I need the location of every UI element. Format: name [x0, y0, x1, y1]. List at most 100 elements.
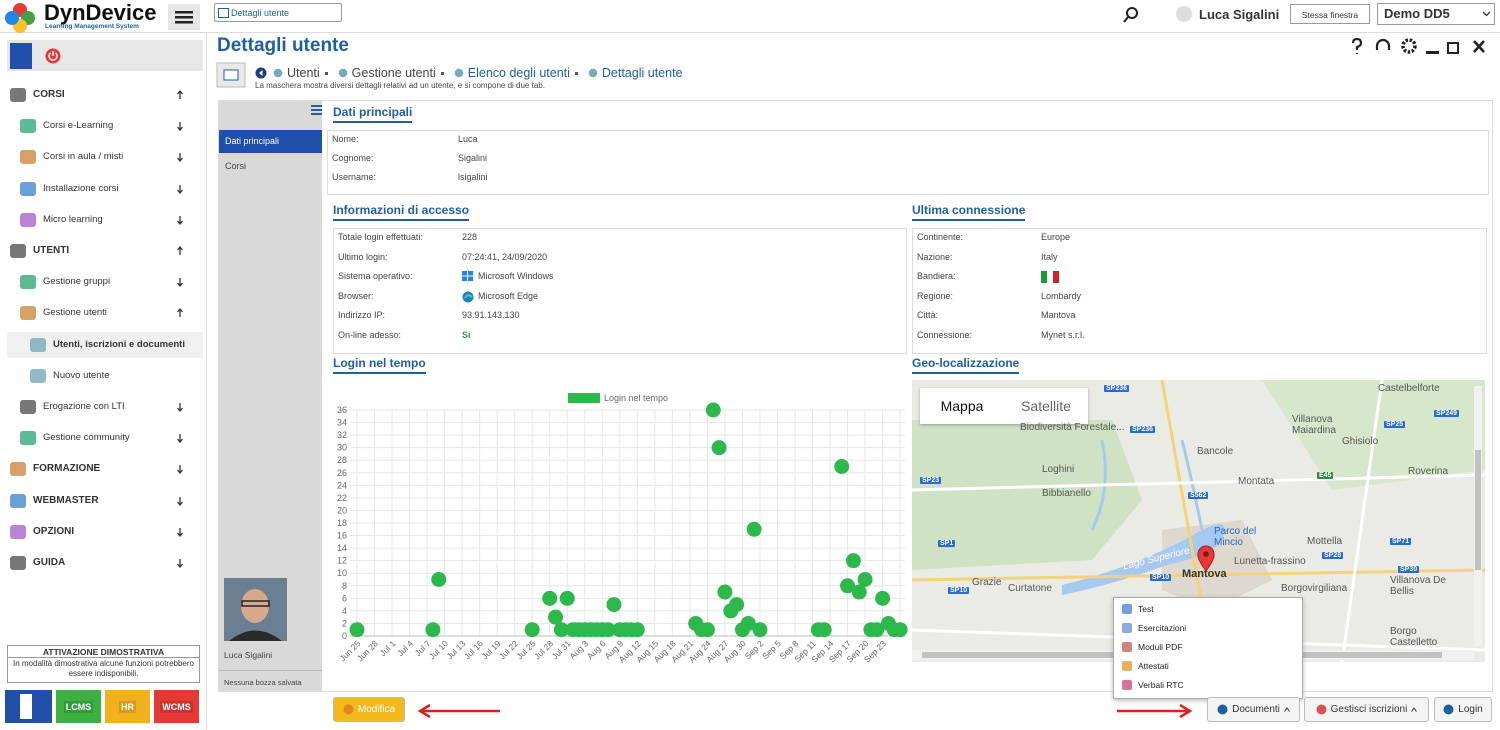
footer-button[interactable]: Modifica	[333, 697, 405, 722]
map-label: Parco del Mincio	[1214, 526, 1257, 548]
y-tick-label: 28	[337, 455, 347, 465]
data-point	[559, 590, 575, 606]
footer-button[interactable]: Documenti	[1207, 697, 1300, 722]
breadcrumb-item[interactable]: Gestione utenti	[338, 66, 446, 80]
menu-arrow	[177, 496, 183, 506]
breadcrumb-item[interactable]: Utenti	[273, 66, 330, 80]
y-tick-label: 34	[337, 418, 347, 428]
product-tile[interactable]: HR	[105, 690, 150, 723]
map[interactable]: Mappa Satellite Castelbelforte Villanova Ma…	[912, 380, 1485, 662]
data-point	[629, 622, 645, 638]
breadcrumb-item[interactable]: Dettagli utente	[587, 66, 683, 80]
menu-item[interactable]: UTENTI	[33, 245, 70, 256]
field-label: Città:	[917, 310, 939, 321]
legend-label: Login nel tempo	[604, 393, 668, 403]
menu-item[interactable]: Micro learning	[43, 213, 103, 225]
demo-notice-text: In modalità dimostrativa alcune funzioni…	[13, 659, 194, 678]
documents-menu-item[interactable]: Verbali RTC	[1138, 680, 1184, 690]
menu-item[interactable]: Installazione corsi	[43, 182, 119, 194]
y-tick-label: 26	[337, 468, 347, 478]
arrow-head	[1179, 703, 1193, 719]
menu-icon	[20, 306, 36, 321]
menu-icon-shape	[10, 244, 26, 258]
data-point	[600, 622, 616, 638]
y-tick-label: 18	[337, 518, 347, 528]
menu-item[interactable]: Gestione gruppi	[43, 276, 111, 288]
footer-button[interactable]: Gestisci iscrizioni	[1304, 697, 1429, 722]
instance-select[interactable]: Demo DD5	[1377, 3, 1495, 25]
documents-menu-item[interactable]: Esercitazioni	[1138, 623, 1187, 633]
button-icon-shape	[1217, 704, 1228, 715]
tab-active[interactable]: Dati principali	[219, 130, 322, 153]
product-tile[interactable]: WCMS	[154, 690, 199, 723]
menu-item[interactable]: GUIDA	[33, 557, 66, 568]
menu-item[interactable]: Corsi in aula / misti	[43, 151, 124, 163]
button-icon	[1316, 704, 1327, 715]
menu-item[interactable]: Corsi e-Learning	[43, 120, 114, 132]
field-label: Username:	[332, 172, 377, 182]
toggle-line	[175, 16, 193, 19]
menu-item[interactable]: Utenti, iscrizioni e documenti	[53, 338, 185, 350]
win-pane	[462, 271, 467, 276]
road-shield: SP10	[1150, 574, 1172, 581]
data-point	[729, 597, 745, 613]
map-label: Mantova	[1182, 568, 1227, 580]
data-point	[425, 622, 441, 638]
data-point	[548, 609, 564, 625]
arrow-glyph	[177, 308, 183, 318]
data-point	[892, 622, 908, 638]
documents-menu-item[interactable]: Attestati	[1138, 661, 1169, 671]
product-tile[interactable]: LCMS	[56, 690, 101, 723]
map-drawing	[912, 380, 1485, 662]
map-type-button[interactable]: Satellite	[1021, 398, 1071, 414]
field-label: Totale login effettuati:	[338, 232, 423, 242]
footer-button-label: Gestisci iscrizioni	[1330, 704, 1408, 715]
menu-item[interactable]: OPZIONI	[33, 525, 75, 537]
breadcrumb-item[interactable]: Elenco degli utenti	[454, 66, 580, 80]
menu-item[interactable]: Erogazione con LTI	[43, 401, 125, 412]
menu-arrow	[177, 245, 183, 255]
menu-arrow	[177, 465, 183, 475]
menu-item[interactable]: WEBMASTER	[33, 494, 99, 506]
menu-item[interactable]: Nuovo utente	[53, 369, 110, 381]
tab[interactable]: Corsi	[225, 161, 247, 171]
menu-arrow	[177, 308, 183, 318]
menu-item[interactable]: Gestione utenti	[43, 307, 107, 319]
documents-menu-item[interactable]: Test	[1138, 604, 1154, 614]
open-tab[interactable]: Dettagli utente	[214, 3, 342, 22]
toggle-line	[175, 11, 193, 14]
menu-item[interactable]: CORSI	[33, 89, 65, 100]
arrow-glyph	[177, 215, 183, 225]
arrow-glyph	[177, 278, 183, 288]
caret	[1482, 11, 1491, 17]
settings-icon	[1401, 38, 1417, 54]
menu-icon-shape	[20, 119, 36, 134]
map-label: Borgo Castelletto	[1390, 626, 1438, 648]
data-point	[349, 622, 365, 638]
data-point	[717, 584, 733, 600]
map-type-toggle: Mappa Satellite	[920, 388, 1088, 424]
y-tick-label: 6	[342, 593, 347, 603]
menu-item[interactable]: Gestione community	[43, 432, 130, 444]
data-point	[851, 584, 867, 600]
support-icon	[1375, 38, 1391, 50]
logo-dot	[5, 11, 19, 25]
map-label: Curtatone	[1008, 583, 1052, 594]
menu-item[interactable]: FORMAZIONE	[33, 463, 101, 475]
menu-arrow	[177, 215, 183, 225]
product-tile-stripe	[20, 694, 32, 719]
data-point	[542, 590, 558, 606]
footer-button-label: Login	[1458, 704, 1483, 715]
win-pane	[462, 276, 467, 282]
y-tick-label: 0	[342, 631, 347, 641]
data-point	[431, 572, 447, 587]
documents-menu-item[interactable]: Moduli PDF	[1138, 642, 1183, 652]
doc-icon	[1122, 642, 1132, 652]
breadcrumb: Utenti Gestione utenti Elenco degli utenti…	[273, 66, 683, 80]
footer-button[interactable]: Login	[1434, 697, 1492, 722]
window-select[interactable]: Stessa finestra	[1290, 4, 1370, 24]
button-icon-shape	[1316, 704, 1327, 715]
doc-icon	[1122, 661, 1132, 671]
menu-icon-shape	[20, 400, 36, 414]
map-type-button[interactable]: Mappa	[940, 398, 984, 414]
